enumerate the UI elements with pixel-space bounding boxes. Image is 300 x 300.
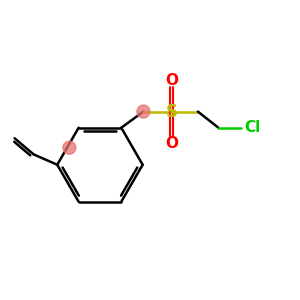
Text: S: S xyxy=(165,103,177,121)
Circle shape xyxy=(137,105,150,118)
Text: O: O xyxy=(165,73,178,88)
Text: Cl: Cl xyxy=(244,120,260,135)
Circle shape xyxy=(63,141,76,154)
Text: O: O xyxy=(165,136,178,151)
